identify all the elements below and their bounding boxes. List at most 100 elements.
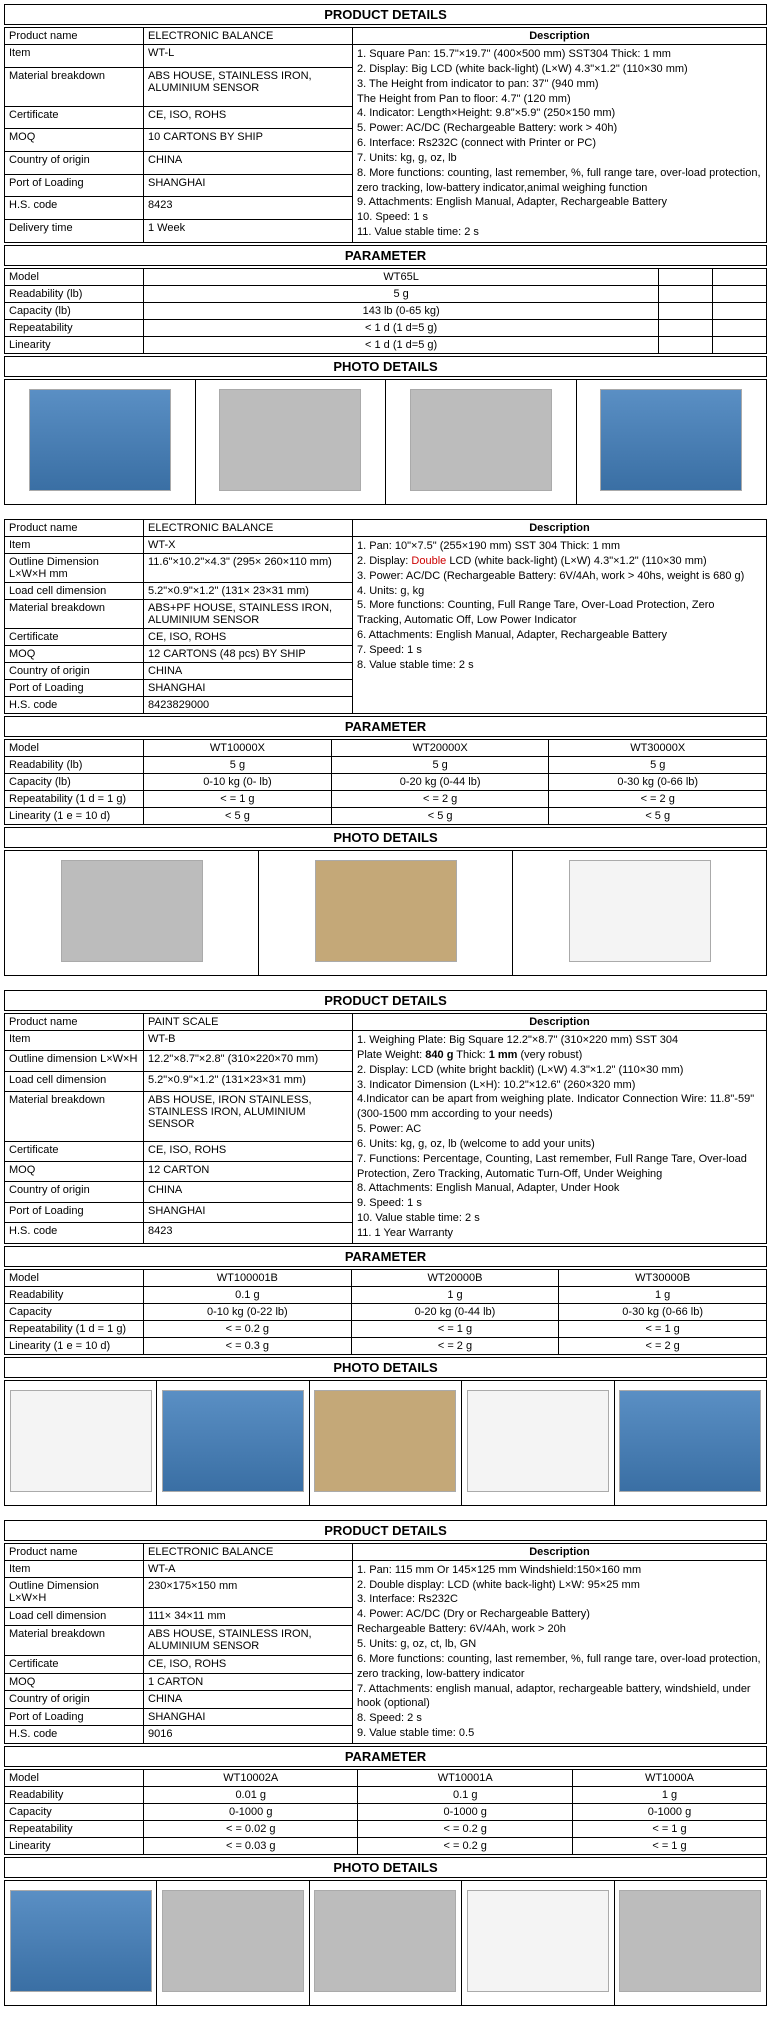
param-cell: < = 1 g <box>351 1320 559 1337</box>
param-cell: < 5 g <box>144 807 332 824</box>
param-title-cell: PARAMETER <box>5 1746 767 1766</box>
detail-row: Product nameELECTRONIC BALANCEDescriptio… <box>5 1543 767 1560</box>
detail-label: Load cell dimension <box>5 1608 144 1626</box>
detail-value: WT-X <box>144 536 353 553</box>
description-header: Description <box>353 1543 767 1560</box>
photo-cell <box>195 379 386 504</box>
detail-label: Port of Loading <box>5 679 144 696</box>
detail-value: 12 CARTON <box>144 1162 353 1182</box>
photo-title: PHOTO DETAILS <box>4 356 767 377</box>
product-photo <box>619 1390 761 1492</box>
detail-label: Country of origin <box>5 1691 144 1709</box>
param-col: WT30000B <box>559 1269 767 1286</box>
product-details-table: Product namePAINT SCALEDescriptionItemWT… <box>4 1013 767 1244</box>
description-body: 1. Pan: 10"×7.5" (255×190 mm) SST 304 Th… <box>353 536 767 713</box>
detail-row: Product nameELECTRONIC BALANCEDescriptio… <box>5 519 767 536</box>
detail-value: 9016 <box>144 1726 353 1744</box>
param-col: WT10002A <box>144 1769 358 1786</box>
detail-value: CE, ISO, ROHS <box>144 628 353 645</box>
photo-row <box>5 850 767 975</box>
photo-table <box>4 379 767 505</box>
param-cell: < 1 d (1 d=5 g) <box>144 319 659 336</box>
photo-table <box>4 1380 767 1506</box>
detail-label: H.S. code <box>5 1726 144 1744</box>
description-body: 1. Weighing Plate: Big Square 12.2"×8.7"… <box>353 1030 767 1243</box>
detail-value: WT-A <box>144 1560 353 1578</box>
photo-title-cell: PHOTO DETAILS <box>5 1857 767 1877</box>
photo-cell <box>5 850 259 975</box>
param-title-cell: PARAMETER <box>5 716 767 736</box>
param-header-row: ModelWT10002AWT10001AWT1000A <box>5 1769 767 1786</box>
param-cell <box>713 302 767 319</box>
param-cell: Linearity <box>5 336 144 353</box>
param-cell: 0-1000 g <box>144 1803 358 1820</box>
param-cell: Capacity <box>5 1803 144 1820</box>
product-photo <box>569 860 711 962</box>
param-cell: < 1 d (1 d=5 g) <box>144 336 659 353</box>
photo-cell <box>157 1880 309 2005</box>
product-details-table: Product nameELECTRONIC BALANCEDescriptio… <box>4 519 767 714</box>
detail-label: MOQ <box>5 129 144 152</box>
param-col: Model <box>5 268 144 285</box>
detail-value: CHINA <box>144 662 353 679</box>
param-row: Readability0.1 g1 g1 g <box>5 1286 767 1303</box>
param-cell <box>713 336 767 353</box>
param-cell: Capacity (lb) <box>5 773 144 790</box>
detail-label: H.S. code <box>5 696 144 713</box>
detail-label: H.S. code <box>5 197 144 220</box>
param-cell: 0.1 g <box>358 1786 572 1803</box>
detail-label: Product name <box>5 1543 144 1560</box>
photo-cell <box>5 379 196 504</box>
detail-value: SHANGHAI <box>144 174 353 197</box>
parameter-title: PARAMETER <box>4 1246 767 1267</box>
detail-label: Material breakdown <box>5 599 144 628</box>
param-col: Model <box>5 1769 144 1786</box>
photo-cell <box>5 1380 157 1505</box>
param-cell: Capacity <box>5 1303 144 1320</box>
param-cell: 1 g <box>351 1286 559 1303</box>
photo-cell <box>614 1880 766 2005</box>
param-cell: Repeatability (1 d = 1 g) <box>5 1320 144 1337</box>
detail-label: MOQ <box>5 1162 144 1182</box>
param-col: Model <box>5 1269 144 1286</box>
detail-label: Item <box>5 536 144 553</box>
photo-cell <box>576 379 767 504</box>
param-col: WT30000X <box>549 739 767 756</box>
product-photo <box>619 1890 761 1992</box>
section-title: PRODUCT DETAILS <box>4 4 767 25</box>
detail-value: 5.2"×0.9"×1.2" (131×23×31 mm) <box>144 1071 353 1091</box>
parameter-title: PARAMETER <box>4 245 767 266</box>
product-photo <box>162 1890 304 1992</box>
detail-value: 12.2"×8.7"×2.8" (310×220×70 mm) <box>144 1051 353 1071</box>
photo-title-cell: PHOTO DETAILS <box>5 356 767 376</box>
product-photo <box>61 860 203 962</box>
photo-cell <box>309 1880 461 2005</box>
param-row: Linearity (1 e = 10 d)< 5 g< 5 g< 5 g <box>5 807 767 824</box>
param-cell: < = 2 g <box>559 1337 767 1354</box>
detail-value: 12 CARTONS (48 pcs) BY SHIP <box>144 645 353 662</box>
detail-row: ItemWT-B1. Weighing Plate: Big Square 12… <box>5 1030 767 1050</box>
param-cell: 0-10 kg (0- lb) <box>144 773 332 790</box>
parameter-table: ModelWT10002AWT10001AWT1000AReadability0… <box>4 1769 767 1855</box>
title-cell: PRODUCT DETAILS <box>5 5 767 25</box>
product-details-table: Product nameELECTRONIC BALANCEDescriptio… <box>4 1543 767 1744</box>
detail-label: Load cell dimension <box>5 1071 144 1091</box>
param-cell: 0-20 kg (0-44 lb) <box>351 1303 559 1320</box>
detail-label: Country of origin <box>5 151 144 174</box>
detail-label: Item <box>5 1560 144 1578</box>
parameter-table: ModelWT100001BWT20000BWT30000BReadabilit… <box>4 1269 767 1355</box>
description-header: Description <box>353 519 767 536</box>
param-cell <box>713 319 767 336</box>
detail-value: 11.6"×10.2"×4.3" (295× 260×110 mm) <box>144 553 353 582</box>
param-cell: < = 0.2 g <box>144 1320 352 1337</box>
photo-title-cell: PHOTO DETAILS <box>5 1357 767 1377</box>
param-cell: 1 g <box>572 1786 766 1803</box>
param-row: Repeatability (1 d = 1 g)< = 0.2 g< = 1 … <box>5 1320 767 1337</box>
param-cell: 5 g <box>144 285 659 302</box>
param-cell: Linearity (1 e = 10 d) <box>5 1337 144 1354</box>
detail-label: Outline Dimension L×W×H <box>5 1578 144 1608</box>
param-cell: 143 lb (0-65 kg) <box>144 302 659 319</box>
param-col: WT20000X <box>331 739 549 756</box>
param-cell: Repeatability (1 d = 1 g) <box>5 790 144 807</box>
description-body: 1. Square Pan: 15.7"×19.7" (400×500 mm) … <box>353 45 767 243</box>
